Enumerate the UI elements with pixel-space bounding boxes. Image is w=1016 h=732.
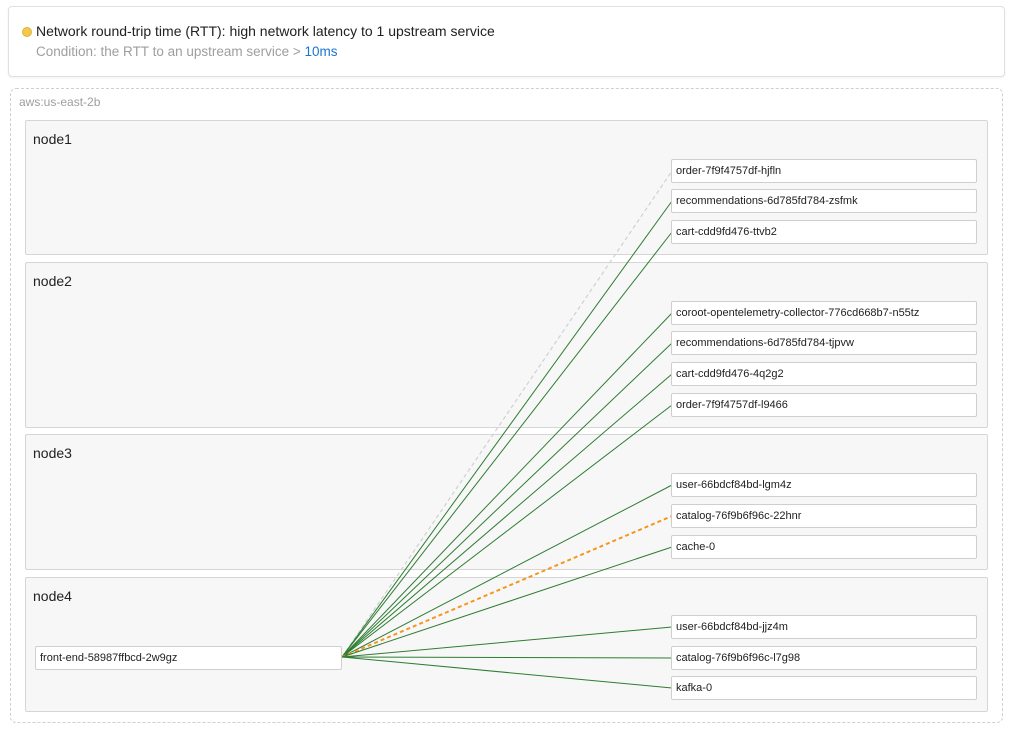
pod-order-hjfln[interactable]: order-7f9f4757df-hjfln <box>671 159 977 183</box>
pod-user-jjz4m[interactable]: user-66bdcf84bd-jjz4m <box>671 615 977 639</box>
zone-label: aws:us-east-2b <box>19 95 101 109</box>
pod-order-l9466[interactable]: order-7f9f4757df-l9466 <box>671 393 977 417</box>
node-label: node3 <box>33 445 72 461</box>
pod-catalog-22hnr[interactable]: catalog-76f9b6f96c-22hnr <box>671 504 977 528</box>
alert-title: Network round-trip time (RTT): high netw… <box>36 23 495 39</box>
alert-condition: Condition: the RTT to an upstream servic… <box>36 44 338 59</box>
condition-text: Condition: the RTT to an upstream servic… <box>36 44 305 59</box>
pod-cart-4q2g2[interactable]: cart-cdd9fd476-4q2g2 <box>671 362 977 386</box>
pod-cache-0[interactable]: cache-0 <box>671 535 977 559</box>
pod-kafka-0[interactable]: kafka-0 <box>671 676 977 700</box>
status-dot-icon <box>22 27 32 37</box>
pod-recommendations-tjpvw[interactable]: recommendations-6d785fd784-tjpvw <box>671 331 977 355</box>
pod-catalog-l7g98[interactable]: catalog-76f9b6f96c-l7g98 <box>671 646 977 670</box>
condition-threshold[interactable]: 10ms <box>304 44 338 59</box>
node-label: node2 <box>33 273 72 289</box>
availability-zone: aws:us-east-2b <box>10 88 1003 723</box>
pod-front-end-source[interactable]: front-end-58987ffbcd-2w9gz <box>35 646 342 670</box>
alert-card: Network round-trip time (RTT): high netw… <box>8 6 1005 77</box>
pod-cart-ttvb2[interactable]: cart-cdd9fd476-ttvb2 <box>671 220 977 244</box>
pod-recommendations-zsfmk[interactable]: recommendations-6d785fd784-zsfmk <box>671 189 977 213</box>
node-label: node4 <box>33 588 72 604</box>
node-label: node1 <box>33 131 72 147</box>
pod-user-lgm4z[interactable]: user-66bdcf84bd-lgm4z <box>671 473 977 497</box>
pod-coroot-otel-collector[interactable]: coroot-opentelemetry-collector-776cd668b… <box>671 301 977 325</box>
